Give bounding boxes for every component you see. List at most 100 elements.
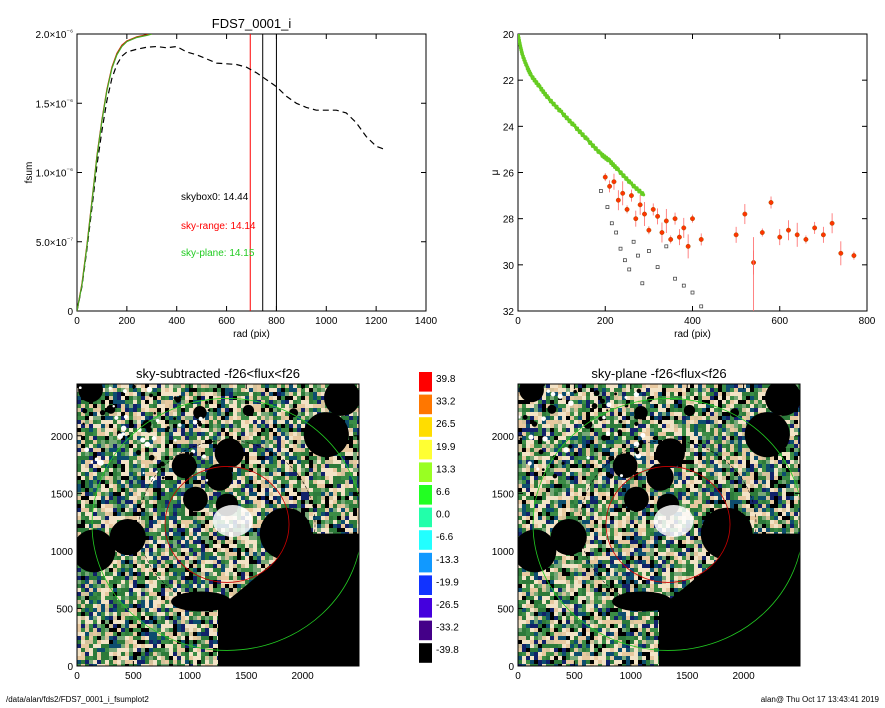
image-pixel <box>81 444 85 448</box>
image-pixel <box>245 452 249 456</box>
image-pixel <box>89 480 93 484</box>
image-pixel <box>309 472 313 476</box>
image-pixel <box>89 412 93 416</box>
image-pixel <box>253 408 257 412</box>
image-pixel <box>125 428 129 432</box>
image-pixel <box>137 508 141 512</box>
image-pixel <box>113 444 117 448</box>
image-pixel <box>213 384 217 388</box>
image-pixel <box>205 556 209 560</box>
image-pixel <box>105 512 109 516</box>
image-pixel <box>137 584 141 588</box>
x-tick-label: 400 <box>168 316 185 327</box>
image-pixel <box>233 540 237 544</box>
image-pixel <box>181 516 185 520</box>
image-pixel <box>193 576 197 580</box>
image-pixel <box>189 392 193 396</box>
image-pixel <box>97 476 101 480</box>
image-pixel <box>157 568 161 572</box>
image-pixel <box>89 600 93 604</box>
image-pixel <box>97 636 101 640</box>
image-pixel <box>129 596 133 600</box>
image-pixel <box>109 564 113 568</box>
mu-point-red <box>615 197 621 203</box>
image-pixel <box>321 496 325 500</box>
image-pixel <box>161 412 165 416</box>
image-pixel <box>121 468 125 472</box>
image-pixel <box>301 444 305 448</box>
image-pixel <box>357 452 359 456</box>
image-pixel <box>181 612 185 616</box>
image-pixel <box>137 636 141 640</box>
image-pixel <box>185 572 189 576</box>
image-pixel <box>249 488 253 492</box>
image-pixel <box>165 624 169 628</box>
image-pixel <box>101 512 105 516</box>
image-pixel <box>277 452 281 456</box>
image-pixel <box>89 496 93 500</box>
image-pixel <box>321 528 325 532</box>
image-pixel <box>177 392 181 396</box>
image-pixel <box>297 412 301 416</box>
image-pixel <box>285 396 289 400</box>
image-pixel <box>133 516 137 520</box>
image-pixel <box>261 492 265 496</box>
image-pixel <box>301 468 305 472</box>
image-pixel <box>165 572 169 576</box>
image-pixel <box>233 544 237 548</box>
image-pixel <box>149 628 153 632</box>
image-pixel <box>205 572 209 576</box>
image-pixel <box>261 440 265 444</box>
image-pixel <box>293 420 297 424</box>
image-pixel <box>181 536 185 540</box>
image-pixel <box>129 416 133 420</box>
image-pixel <box>153 388 157 392</box>
image-pixel <box>285 408 289 412</box>
image-pixel <box>97 448 101 452</box>
image-pixel <box>89 604 93 608</box>
image-pixel <box>89 588 93 592</box>
image-pixel <box>209 444 213 448</box>
image-pixel <box>237 400 241 404</box>
image-pixel <box>141 432 145 436</box>
image-pixel <box>357 524 359 528</box>
image-pixel <box>85 492 89 496</box>
image-pixel <box>305 492 309 496</box>
image-pixel <box>353 444 357 448</box>
x-tick-label: 600 <box>771 316 788 327</box>
image-pixel <box>173 496 177 500</box>
image-pixel <box>249 444 253 448</box>
image-pixel <box>169 580 173 584</box>
image-pixel <box>357 436 359 440</box>
image-pixel <box>333 504 337 508</box>
image-pixel <box>145 396 149 400</box>
image-pixel <box>145 568 149 572</box>
image-pixel <box>345 460 349 464</box>
image-pixel <box>197 516 201 520</box>
image-pixel <box>245 556 249 560</box>
image-pixel <box>77 604 81 608</box>
image-pixel <box>181 576 185 580</box>
image-pixel <box>145 636 149 640</box>
image-pixel <box>293 416 297 420</box>
image-pixel <box>101 480 105 484</box>
image-pixel <box>137 612 141 616</box>
image-pixel <box>273 500 277 504</box>
image-pixel <box>129 388 133 392</box>
image-pixel <box>185 476 189 480</box>
image-pixel <box>117 452 121 456</box>
mu-point-red <box>611 179 617 185</box>
image-pixel <box>145 616 149 620</box>
image-pixel <box>213 492 217 496</box>
image-pixel <box>209 404 213 408</box>
image-pixel <box>169 492 173 496</box>
image-pixel <box>269 500 273 504</box>
image-pixel <box>117 636 121 640</box>
image-pixel <box>217 436 221 440</box>
image-pixel <box>221 544 225 548</box>
image-pixel <box>169 568 173 572</box>
image-pixel <box>253 412 257 416</box>
image-pixel <box>173 592 177 596</box>
image-pixel <box>121 476 125 480</box>
fsum-solid-series <box>77 34 152 311</box>
